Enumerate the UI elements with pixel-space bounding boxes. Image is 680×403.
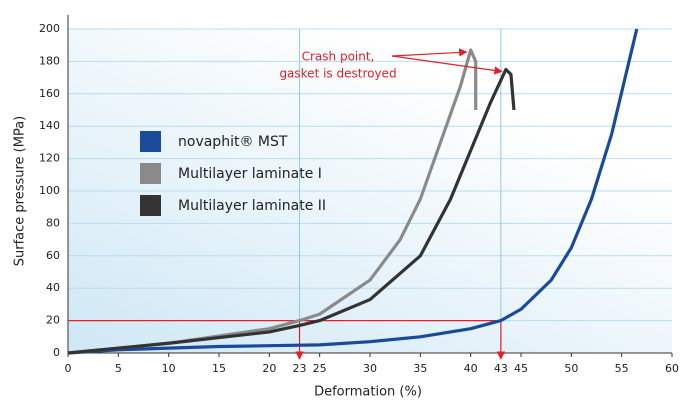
x-tick-label: 20 <box>262 362 276 375</box>
y-tick-label: 40 <box>46 281 60 294</box>
x-tick-label: 55 <box>615 362 629 375</box>
x-tick-label: 45 <box>514 362 528 375</box>
y-tick-label: 120 <box>39 152 60 165</box>
x-tick-label: 23 <box>293 362 307 375</box>
y-tick-label: 100 <box>39 184 60 197</box>
legend-swatch <box>140 131 161 152</box>
annotation-arrow <box>391 55 503 75</box>
x-tick-label: 40 <box>464 362 478 375</box>
annotation: Crash point, <box>302 50 375 64</box>
x-tick-label: 25 <box>313 362 327 375</box>
y-tick-label: 60 <box>46 249 60 262</box>
x-tick-label: 10 <box>162 362 176 375</box>
y-tick-label: 80 <box>46 216 60 229</box>
y-tick-label: 140 <box>39 119 60 132</box>
y-axis-title: Surface pressure (MPa) <box>13 116 28 267</box>
line-series <box>67 48 478 355</box>
x-tick-label: 15 <box>212 362 226 375</box>
annotation: gasket is destroyed <box>279 67 396 81</box>
x-tick-label: 5 <box>115 362 122 375</box>
y-tick-label: 20 <box>46 314 60 327</box>
legend-label: novaphit® MST <box>178 134 288 150</box>
y-tick-label: 180 <box>39 54 60 67</box>
line-series <box>67 67 516 355</box>
line-series <box>67 28 639 355</box>
legend-swatch <box>140 163 161 184</box>
legend-label: Multilayer laminate I <box>178 166 322 182</box>
annotation-arrow <box>391 48 468 57</box>
x-tick-label: 43 <box>494 362 508 375</box>
y-tick-label: 160 <box>39 87 60 100</box>
x-axis-title: Deformation (%) <box>314 385 422 400</box>
y-tick-label: 200 <box>39 22 60 35</box>
y-tick-label: 0 <box>53 346 60 359</box>
x-tick-label: 35 <box>413 362 427 375</box>
x-tick-label: 30 <box>363 362 377 375</box>
legend-label: Multilayer laminate II <box>178 198 326 214</box>
x-tick-label: 60 <box>665 362 679 375</box>
x-tick-label: 0 <box>65 362 72 375</box>
x-tick-label: 50 <box>564 362 578 375</box>
legend-swatch <box>140 195 161 216</box>
